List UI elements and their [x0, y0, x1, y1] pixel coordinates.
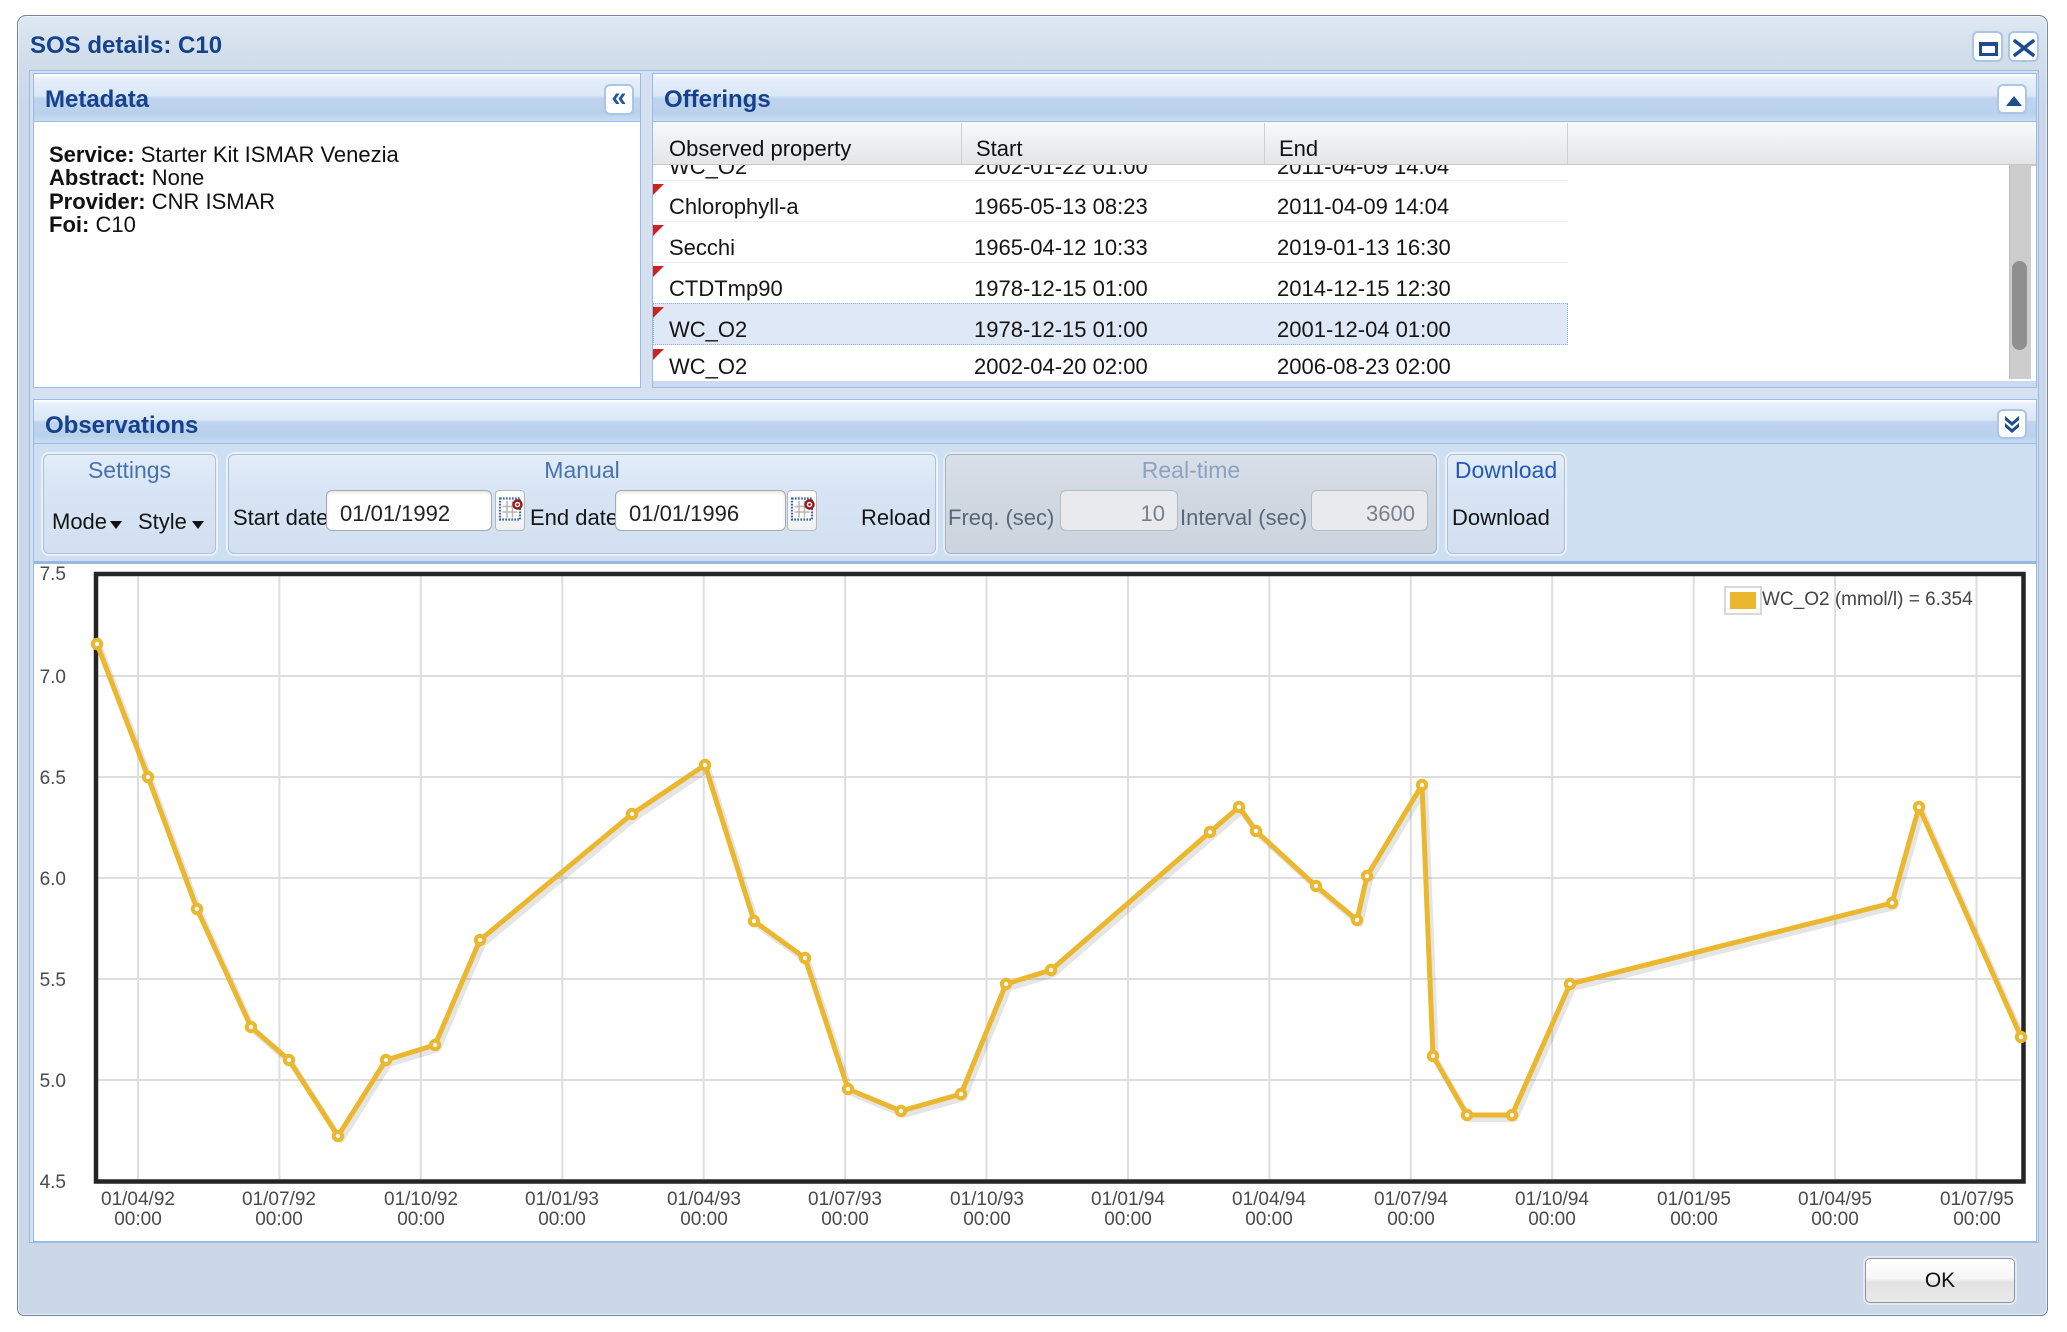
svg-text:00:00: 00:00 — [1528, 1209, 1576, 1230]
svg-text:00:00: 00:00 — [821, 1209, 869, 1230]
svg-text:01/10/92: 01/10/92 — [384, 1189, 458, 1210]
svg-text:01/04/92: 01/04/92 — [101, 1189, 175, 1210]
svg-text:01/01/94: 01/01/94 — [1091, 1189, 1165, 1210]
svg-text:01/10/93: 01/10/93 — [950, 1189, 1024, 1210]
svg-text:00:00: 00:00 — [114, 1209, 162, 1230]
svg-text:00:00: 00:00 — [963, 1209, 1011, 1230]
svg-text:00:00: 00:00 — [1104, 1209, 1152, 1230]
svg-text:6.0: 6.0 — [40, 869, 66, 890]
svg-text:01/07/95: 01/07/95 — [1940, 1189, 2014, 1210]
svg-text:01/07/93: 01/07/93 — [808, 1189, 882, 1210]
svg-text:00:00: 00:00 — [1953, 1209, 2001, 1230]
svg-text:00:00: 00:00 — [255, 1209, 303, 1230]
svg-text:00:00: 00:00 — [1387, 1209, 1435, 1230]
svg-text:7.5: 7.5 — [40, 564, 66, 585]
svg-text:00:00: 00:00 — [680, 1209, 728, 1230]
svg-text:WC_O2 (mmol/l) = 6.354: WC_O2 (mmol/l) = 6.354 — [1762, 589, 1973, 610]
svg-text:00:00: 00:00 — [397, 1209, 445, 1230]
svg-text:01/04/95: 01/04/95 — [1798, 1189, 1872, 1210]
svg-text:6.5: 6.5 — [40, 768, 66, 789]
svg-text:01/04/94: 01/04/94 — [1232, 1189, 1306, 1210]
svg-text:00:00: 00:00 — [1811, 1209, 1859, 1230]
svg-text:01/10/94: 01/10/94 — [1515, 1189, 1589, 1210]
svg-text:5.5: 5.5 — [40, 970, 66, 991]
svg-text:7.0: 7.0 — [40, 667, 66, 688]
svg-text:01/07/94: 01/07/94 — [1374, 1189, 1448, 1210]
svg-text:01/01/95: 01/01/95 — [1657, 1189, 1731, 1210]
svg-text:5.0: 5.0 — [40, 1071, 66, 1092]
svg-text:01/01/93: 01/01/93 — [525, 1189, 599, 1210]
svg-text:00:00: 00:00 — [1670, 1209, 1718, 1230]
svg-text:4.5: 4.5 — [40, 1172, 66, 1193]
svg-text:01/04/93: 01/04/93 — [667, 1189, 741, 1210]
svg-text:01/07/92: 01/07/92 — [242, 1189, 316, 1210]
svg-text:00:00: 00:00 — [538, 1209, 586, 1230]
svg-text:00:00: 00:00 — [1245, 1209, 1293, 1230]
